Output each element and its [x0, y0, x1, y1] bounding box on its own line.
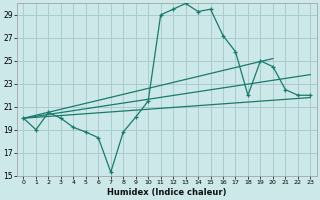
X-axis label: Humidex (Indice chaleur): Humidex (Indice chaleur) — [107, 188, 227, 197]
